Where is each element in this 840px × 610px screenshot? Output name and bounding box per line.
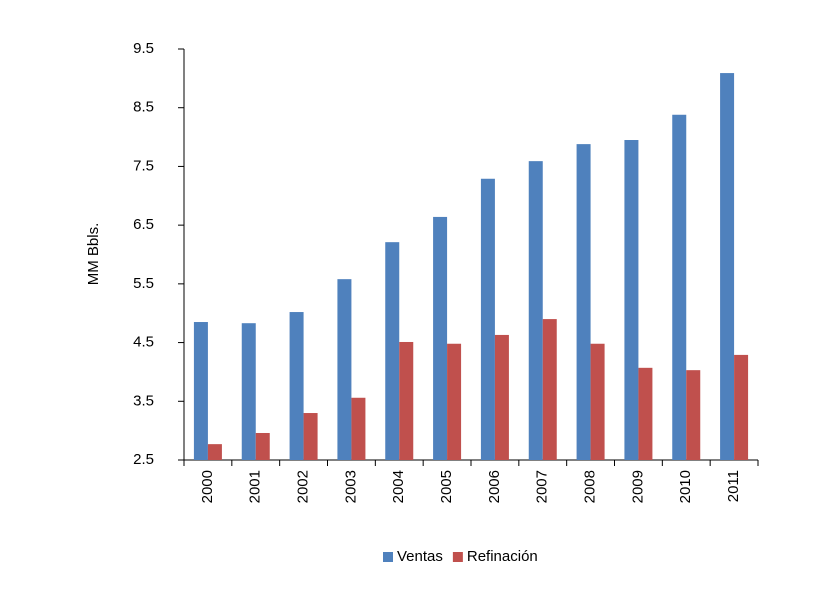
bar	[289, 312, 304, 460]
bar	[686, 370, 701, 460]
bar	[590, 343, 605, 460]
legend-label: Refinación	[467, 548, 538, 565]
y-axis-label: MM Bbls.	[85, 223, 102, 286]
x-tick-label: 2001	[247, 470, 264, 503]
y-tick-label: 3.5	[133, 392, 154, 409]
x-tick-label: 2004	[390, 470, 407, 503]
bar	[734, 354, 749, 460]
legend-label: Ventas	[397, 548, 443, 565]
bar	[447, 343, 462, 460]
x-tick-label: 2008	[582, 470, 599, 503]
x-tick-label: 2009	[629, 470, 646, 503]
bar	[207, 444, 222, 460]
bar	[528, 161, 543, 460]
x-tick-label: 2005	[438, 470, 455, 503]
bar	[672, 114, 687, 460]
y-tick-label: 2.5	[133, 451, 154, 468]
bar	[576, 144, 591, 461]
x-tick-label: 2006	[486, 470, 503, 503]
bar	[385, 242, 400, 460]
bar	[480, 178, 495, 460]
bar	[494, 334, 509, 460]
y-tick-label: 6.5	[133, 216, 154, 233]
legend-swatch	[383, 552, 393, 562]
bar	[351, 397, 366, 460]
bar	[255, 432, 270, 460]
bar	[241, 323, 256, 460]
bar	[193, 322, 208, 460]
legend-swatch	[452, 552, 463, 562]
bar	[303, 413, 318, 460]
bar	[542, 319, 557, 460]
y-tick-label: 5.5	[133, 275, 154, 292]
y-tick-label: 9.5	[133, 40, 154, 57]
x-tick-label: 2002	[295, 470, 312, 503]
x-tick-label: 2011	[725, 470, 742, 502]
bar	[399, 341, 414, 460]
y-tick-label: 4.5	[133, 334, 154, 351]
y-tick-label: 7.5	[133, 157, 154, 174]
bar	[433, 216, 448, 460]
bar	[720, 73, 735, 460]
bar	[638, 367, 653, 460]
x-tick-label: 2003	[342, 470, 359, 503]
x-tick-label: 2000	[199, 470, 216, 503]
bar	[337, 279, 352, 460]
x-tick-label: 2007	[534, 470, 551, 503]
y-tick-label: 8.5	[133, 99, 154, 116]
bar	[624, 140, 639, 460]
x-tick-label: 2010	[677, 470, 694, 503]
